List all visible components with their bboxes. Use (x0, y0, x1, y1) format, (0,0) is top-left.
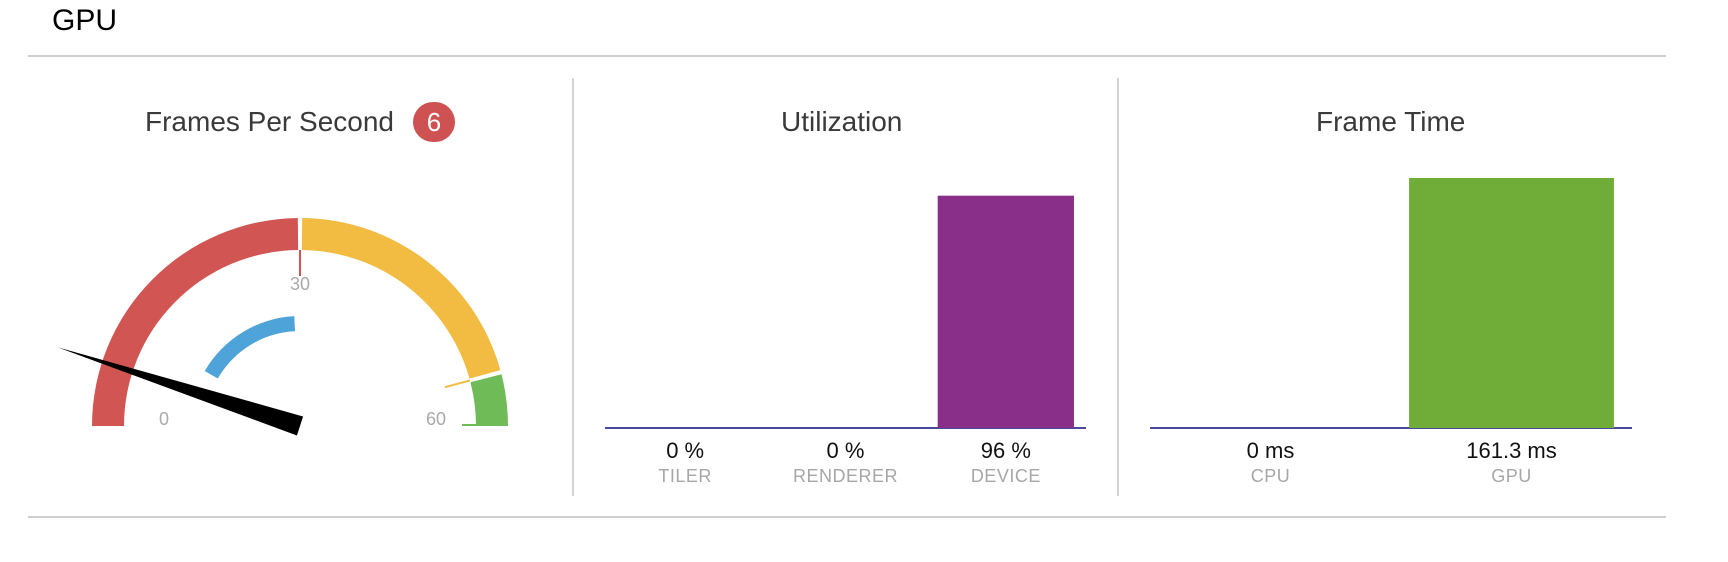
utilization-value-renderer: 0 % (827, 438, 865, 463)
frame-time-value-cpu: 0 ms (1247, 438, 1295, 463)
frame-time-panel-title: Frame Time (1316, 106, 1466, 137)
gauge-needle (57, 347, 304, 436)
frame-time-category-gpu: GPU (1491, 466, 1532, 486)
frame-time-category-cpu: CPU (1251, 466, 1291, 486)
utilization-bar-device (937, 195, 1074, 428)
fps-count-badge: 6 (413, 102, 455, 142)
frame-time-bars: 0 ms CPU 161.3 ms GPU (1150, 178, 1632, 486)
utilization-category-tiler: TILER (658, 466, 712, 486)
fps-panel-title: Frames Per Second (145, 106, 394, 137)
gauge-inner-arc (204, 316, 296, 379)
section-title: GPU (52, 4, 118, 37)
gauge-tick-0: 0 (159, 409, 169, 429)
frame-time-bar-gpu (1409, 178, 1614, 428)
bottom-divider (28, 516, 1666, 518)
frame-time-value-gpu: 161.3 ms (1466, 438, 1557, 463)
utilization-category-renderer: RENDERER (793, 466, 898, 486)
gauge-tick-60: 60 (426, 409, 446, 429)
utilization-bars: 0 % TILER 0 % RENDERER 96 % DEVICE (605, 195, 1086, 486)
gauge-zone-high (470, 374, 508, 426)
gauge-layer (57, 218, 508, 436)
utilization-value-device: 96 % (981, 438, 1031, 463)
gauge-zone-medium (301, 218, 501, 379)
gauge-zone-low (92, 218, 299, 426)
gauge-tick-30: 30 (290, 274, 310, 294)
utilization-panel-title: Utilization (781, 106, 903, 137)
top-divider (28, 55, 1666, 57)
utilization-value-tiler: 0 % (666, 438, 704, 463)
panel-separator-1 (572, 78, 574, 496)
panel-separator-2 (1117, 78, 1119, 496)
gauge-tick-mark (444, 379, 471, 389)
utilization-category-device: DEVICE (971, 466, 1041, 486)
